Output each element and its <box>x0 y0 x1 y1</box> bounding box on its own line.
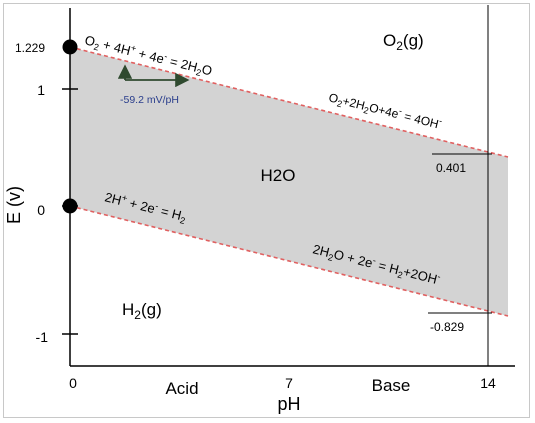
lower-value-at-14: -0.829 <box>430 320 464 334</box>
figure-frame <box>3 3 530 418</box>
region-label-h2: H2(g) <box>122 300 162 322</box>
water-stability-band <box>70 47 508 316</box>
x-tick-label-14: 14 <box>480 375 496 391</box>
y-axis-label: E (v) <box>4 186 24 224</box>
y-tick-label-0: 0 <box>37 202 45 218</box>
acid-label: Acid <box>165 379 198 398</box>
x-axis-label: pH <box>277 394 300 414</box>
region-label-o2: O2(g) <box>383 31 424 53</box>
upper-boundary-line <box>69 46 509 158</box>
y-tick-label-1: 1 <box>37 82 45 98</box>
y-tick-label-1229: 1.229 <box>15 41 45 55</box>
lower-boundary-line <box>69 205 509 317</box>
point-0 <box>62 198 78 214</box>
x-tick-label-0: 0 <box>69 375 77 391</box>
base-label: Base <box>372 376 411 395</box>
y-tick-label-minus-1: -1 <box>36 329 49 345</box>
x-tick-label-7: 7 <box>285 375 293 391</box>
point-1229 <box>62 39 78 55</box>
slope-label: -59.2 mV/pH <box>120 94 179 106</box>
upper-value-at-14: 0.401 <box>436 161 466 175</box>
region-label-h2o: H2O <box>261 166 296 185</box>
